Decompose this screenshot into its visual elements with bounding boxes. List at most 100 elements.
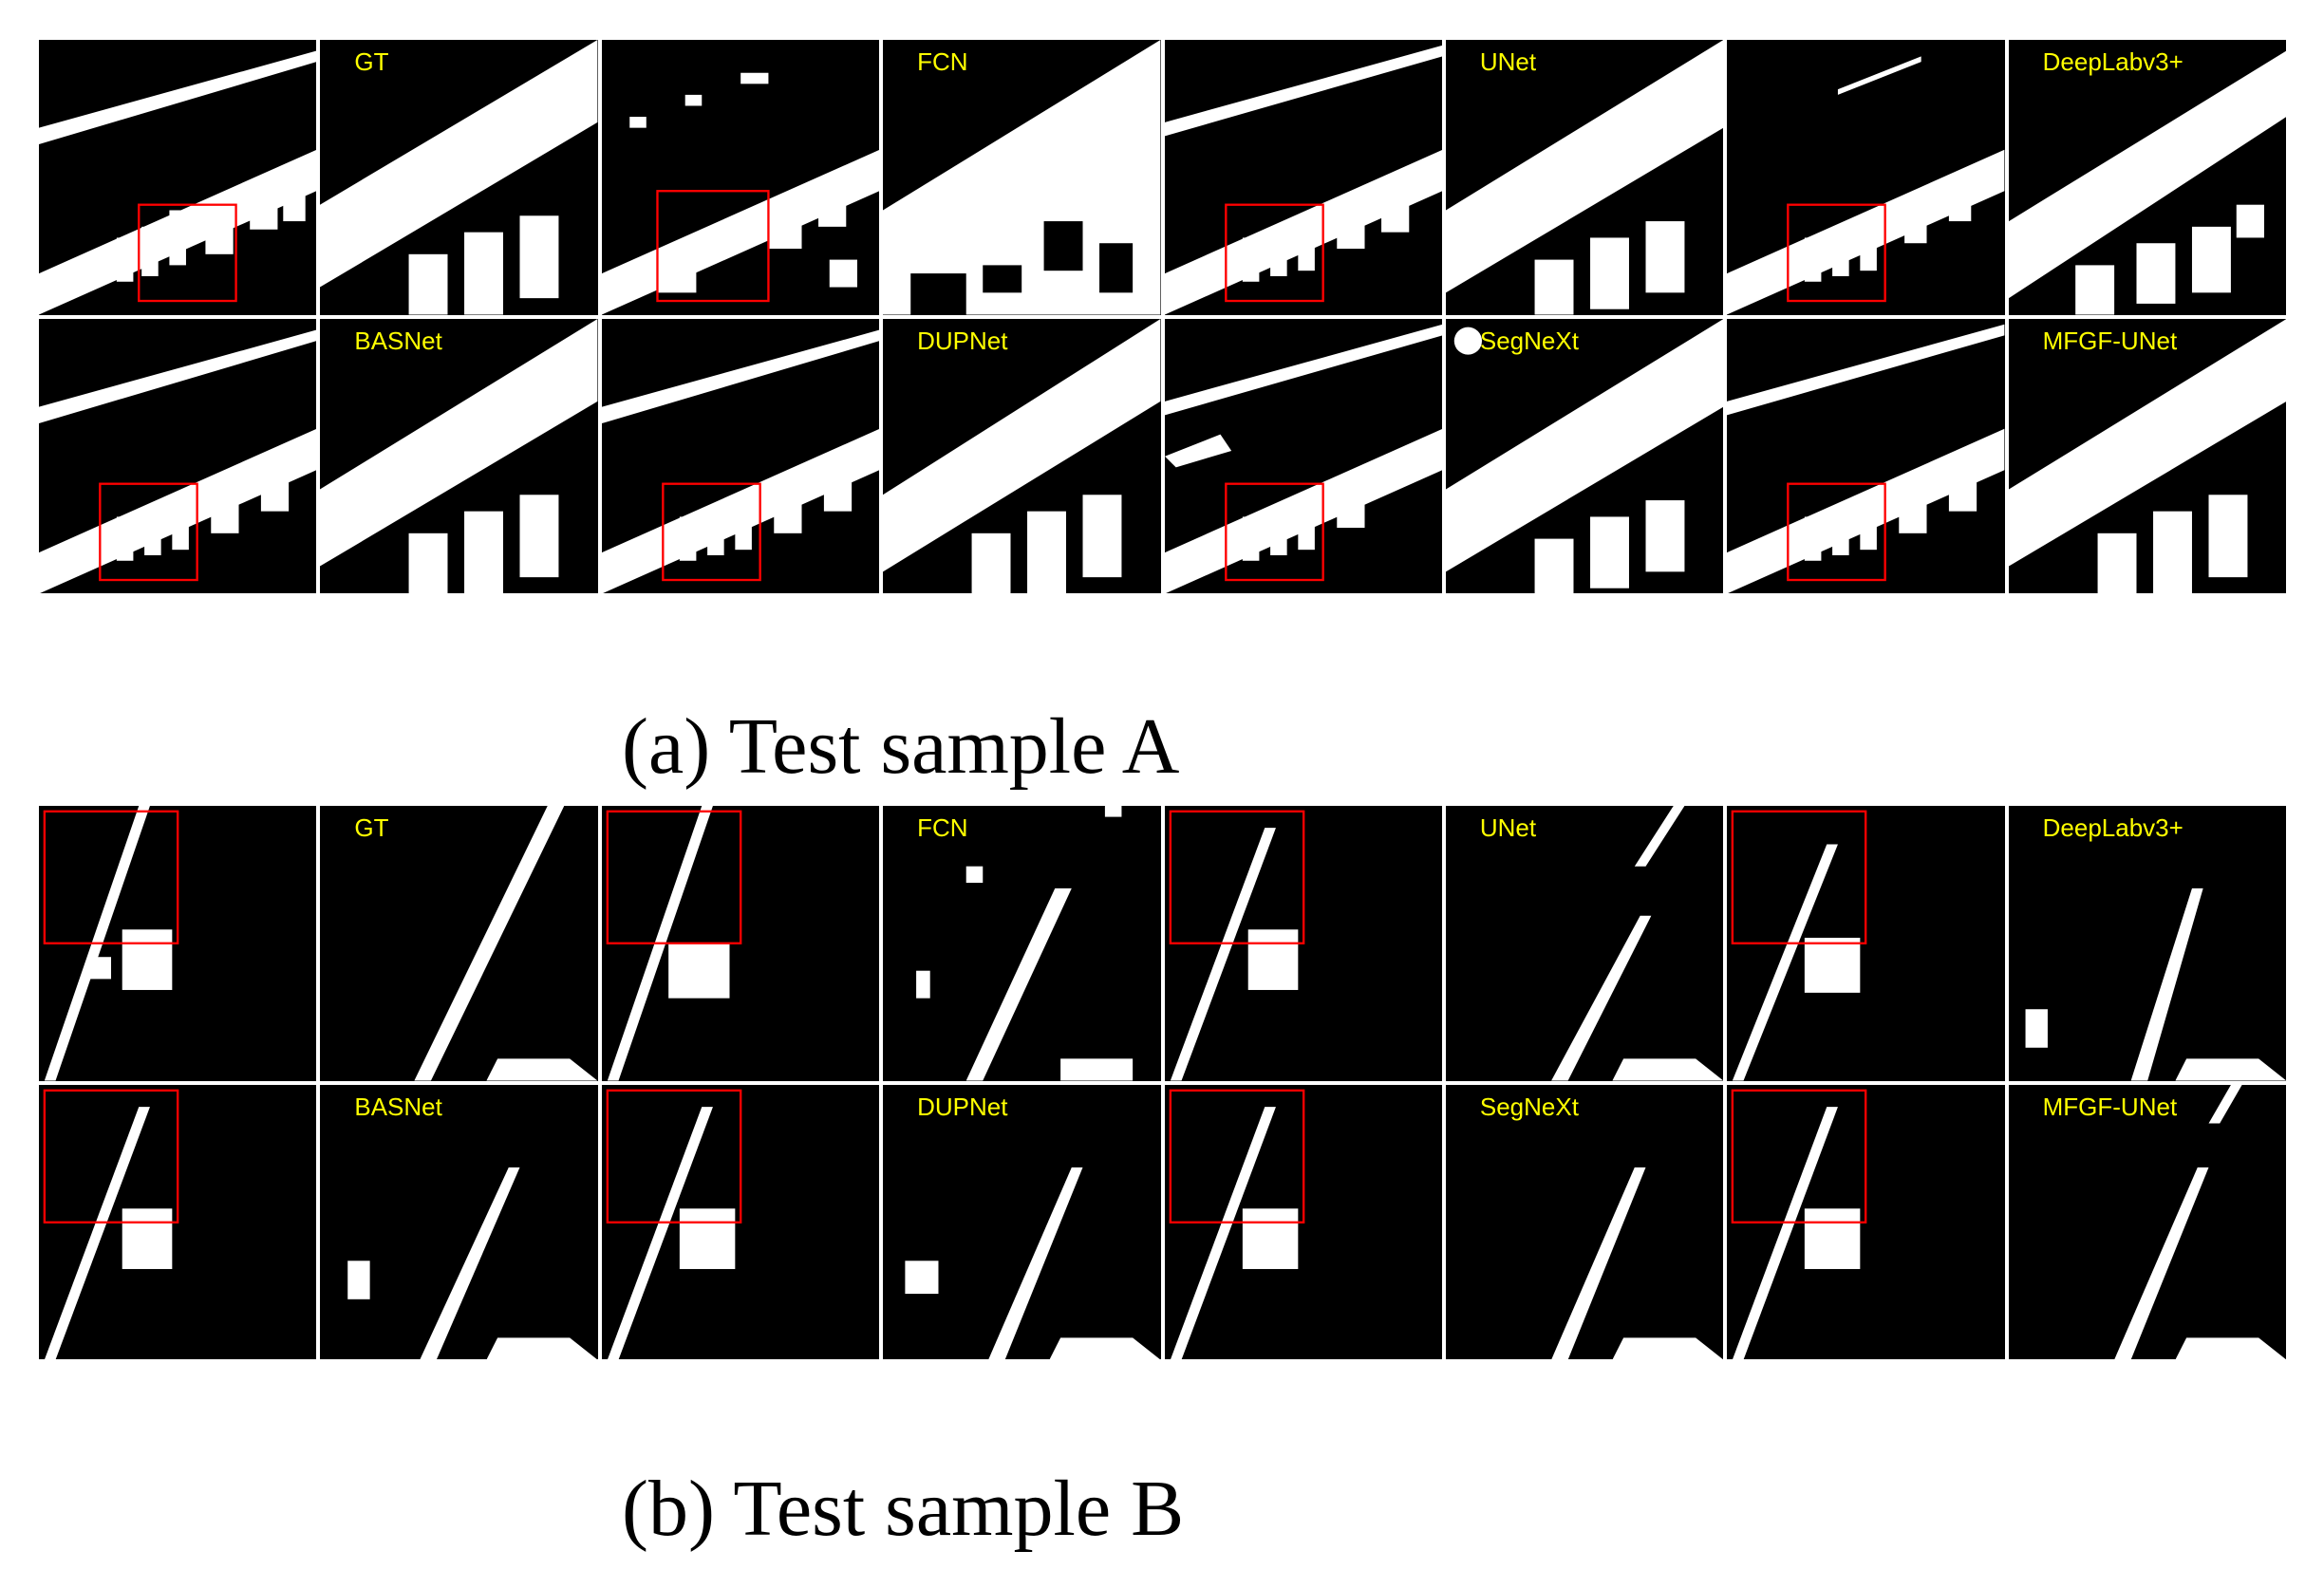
method-label: UNet xyxy=(1479,813,1537,842)
segmentation-mask xyxy=(905,1167,1161,1359)
method-label: DUPNet xyxy=(917,1092,1008,1121)
segmentation-mask xyxy=(1731,1089,1867,1359)
highlight-box xyxy=(656,190,770,303)
sample-a-tile-8-full xyxy=(1727,318,2005,593)
sample-a-tile-1-zoom: GT xyxy=(320,40,598,315)
sample-a-tile-3-full xyxy=(1164,40,1442,315)
sample-b-tile-5-zoom: BASNet xyxy=(320,1084,598,1359)
highlight-box xyxy=(1731,1089,1867,1224)
segmentation-mask xyxy=(39,329,317,593)
sample-a-tile-7-full xyxy=(1164,318,1442,593)
sample-b-tile-8-full xyxy=(1727,1084,2005,1359)
method-label: GT xyxy=(354,47,389,76)
sample-b-tile-7-zoom: SegNeXt xyxy=(1445,1084,1724,1359)
sample-a-tile-5-zoom: BASNet xyxy=(320,318,598,593)
highlight-box xyxy=(1224,482,1324,581)
sample-b-tile-4-zoom: DeepLabv3+ xyxy=(2008,806,2286,1081)
segmentation-mask xyxy=(1550,806,1724,1081)
sample-a-tile-6-full xyxy=(601,318,880,593)
sample-b-tile-2-zoom: FCN xyxy=(883,806,1161,1081)
sample-a-tile-7-zoom: SegNeXt xyxy=(1445,318,1724,593)
sample-b-tile-6-full xyxy=(601,1084,880,1359)
segmentation-mask xyxy=(1445,318,1724,593)
highlight-box xyxy=(1169,810,1304,944)
segmentation-mask xyxy=(1727,56,2005,315)
method-label: UNet xyxy=(1479,47,1537,76)
highlight-box xyxy=(99,482,198,581)
sample-b-tile-7-full xyxy=(1164,1084,1442,1359)
segmentation-mask xyxy=(414,806,598,1081)
segmentation-mask xyxy=(1727,324,2005,593)
method-label: FCN xyxy=(917,813,968,842)
highlight-box xyxy=(1169,1089,1304,1224)
method-label: DeepLabv3+ xyxy=(2042,47,2183,76)
segmentation-mask xyxy=(43,1089,179,1359)
sample-a-tile-4-full xyxy=(1727,40,2005,315)
segmentation-mask xyxy=(1445,40,1724,315)
highlight-box xyxy=(43,810,179,944)
segmentation-mask xyxy=(320,318,598,593)
sample-b-caption: (b) Test sample B xyxy=(622,1465,1185,1553)
sample-b-tile-8-zoom: MFGF-UNet xyxy=(2008,1084,2286,1359)
highlight-box xyxy=(1787,482,1887,581)
segmentation-mask xyxy=(1164,324,1442,593)
sample-a-tile-8-zoom: MFGF-UNet xyxy=(2008,318,2286,593)
segmentation-mask xyxy=(1550,1167,1724,1359)
segmentation-mask xyxy=(1169,810,1304,1081)
segmentation-mask xyxy=(2025,887,2286,1081)
sample-b-tile-3-full xyxy=(1164,806,1442,1081)
segmentation-mask xyxy=(883,318,1161,593)
sample-a-tile-5-full xyxy=(39,318,317,593)
highlight-box xyxy=(1224,203,1324,303)
highlight-box xyxy=(606,810,742,944)
segmentation-mask xyxy=(347,1167,598,1359)
segmentation-mask xyxy=(1731,810,1867,1081)
method-label: DUPNet xyxy=(917,326,1008,355)
method-label: FCN xyxy=(917,47,968,76)
method-label: MFGF-UNet xyxy=(2042,326,2178,355)
segmentation-mask xyxy=(1169,1089,1304,1359)
segmentation-mask xyxy=(601,329,880,593)
segmentation-mask xyxy=(606,1089,742,1359)
highlight-box xyxy=(1787,203,1887,303)
sample-b-tile-6-zoom: DUPNet xyxy=(883,1084,1161,1359)
method-label: GT xyxy=(354,813,389,842)
segmentation-mask xyxy=(883,40,1161,315)
sample-a-caption: (a) Test sample A xyxy=(622,702,1180,791)
highlight-box xyxy=(606,1089,742,1224)
segmentation-mask xyxy=(916,806,1134,1081)
sample-a-grid: GT FCN xyxy=(39,40,2286,593)
sample-a-tile-4-zoom: DeepLabv3+ xyxy=(2008,40,2286,315)
segmentation-mask xyxy=(606,806,742,1081)
segmentation-mask xyxy=(43,806,179,1081)
sample-b-tile-2-full xyxy=(601,806,880,1081)
segmentation-mask xyxy=(2008,318,2286,593)
method-label: MFGF-UNet xyxy=(2042,1092,2178,1121)
segmentation-mask xyxy=(1164,45,1442,315)
method-label: SegNeXt xyxy=(1479,1092,1579,1121)
segmentation-mask xyxy=(2008,50,2286,315)
sample-a-tile-6-zoom: DUPNet xyxy=(883,318,1161,593)
segmentation-mask xyxy=(39,50,317,315)
highlight-box xyxy=(43,1089,179,1224)
sample-a-tile-2-zoom: FCN xyxy=(883,40,1161,315)
highlight-box xyxy=(1731,810,1867,944)
method-label: DeepLabv3+ xyxy=(2042,813,2183,842)
sample-a-tile-2-full xyxy=(601,40,880,315)
method-label: BASNet xyxy=(354,326,442,355)
sample-b-tile-3-zoom: UNet xyxy=(1445,806,1724,1081)
sample-a-tile-1-full xyxy=(39,40,317,315)
highlight-box xyxy=(138,203,237,303)
sample-b-tile-1-zoom: GT xyxy=(320,806,598,1081)
segmentation-mask xyxy=(2113,1084,2286,1359)
sample-b-tile-1-full xyxy=(39,806,317,1081)
sample-b-tile-5-full xyxy=(39,1084,317,1359)
segmentation-mask xyxy=(601,72,880,315)
segmentation-mask xyxy=(320,40,598,315)
method-label: BASNet xyxy=(354,1092,442,1121)
sample-b-tile-4-full xyxy=(1727,806,2005,1081)
sample-b-grid: GT FCN UNet xyxy=(39,806,2286,1359)
method-label: SegNeXt xyxy=(1479,326,1579,355)
sample-a-tile-3-zoom: UNet xyxy=(1445,40,1724,315)
highlight-box xyxy=(661,482,761,581)
